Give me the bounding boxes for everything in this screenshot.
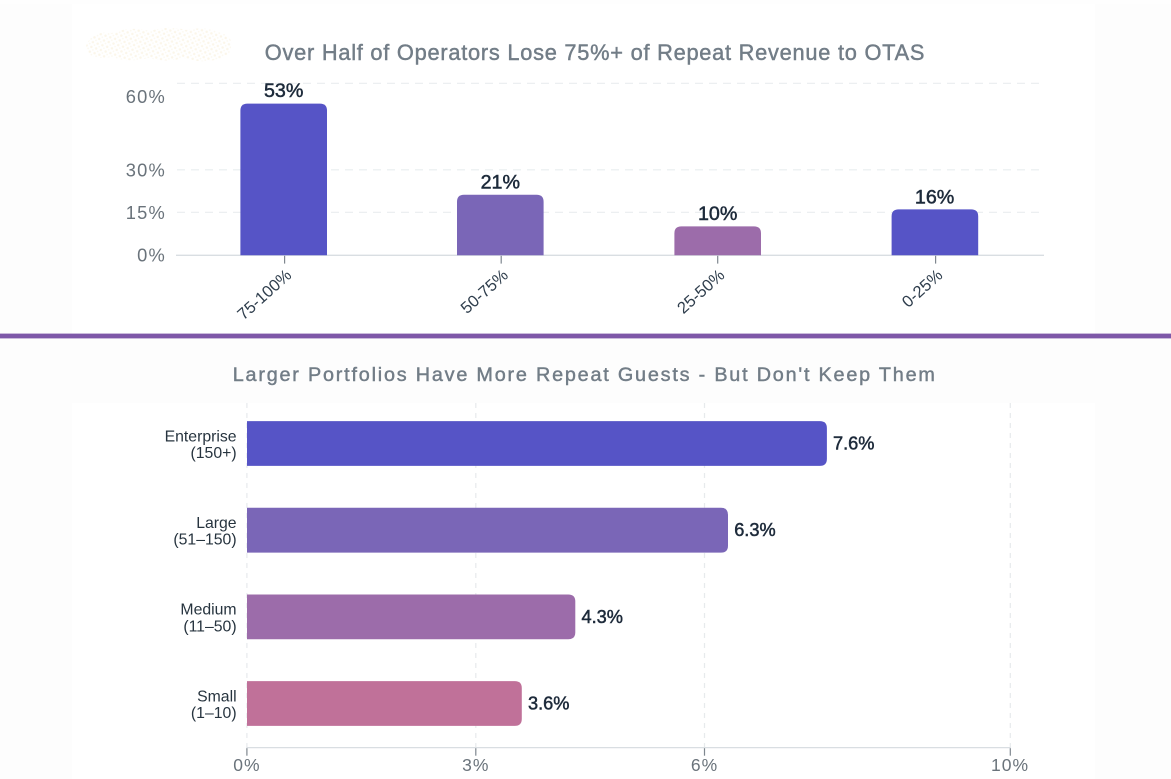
- svg-text:10%: 10%: [698, 203, 737, 225]
- svg-text:30%: 30%: [126, 159, 166, 180]
- svg-text:7.6%: 7.6%: [833, 433, 874, 453]
- svg-text:3%: 3%: [462, 755, 489, 775]
- svg-text:(51–150): (51–150): [173, 532, 236, 549]
- svg-text:Small: Small: [197, 688, 237, 705]
- svg-text:0%: 0%: [233, 755, 260, 775]
- svg-text:Medium: Medium: [180, 602, 236, 619]
- svg-text:10%: 10%: [991, 755, 1029, 775]
- svg-text:16%: 16%: [915, 186, 954, 208]
- svg-text:Over Half of Operators Lose 75: Over Half of Operators Lose 75%+ of Repe…: [265, 40, 925, 65]
- svg-text:0%: 0%: [137, 244, 166, 265]
- svg-text:Enterprise: Enterprise: [165, 428, 237, 445]
- svg-text:60%: 60%: [126, 86, 166, 107]
- svg-text:Large: Large: [196, 515, 237, 532]
- svg-text:(150+): (150+): [190, 445, 236, 462]
- svg-text:Larger Portfolios Have More Re: Larger Portfolios Have More Repeat Guest…: [233, 364, 937, 386]
- svg-text:6%: 6%: [691, 755, 718, 775]
- svg-text:(1–10): (1–10): [191, 705, 237, 722]
- svg-text:6.3%: 6.3%: [734, 520, 775, 540]
- svg-text:3.6%: 3.6%: [528, 694, 569, 714]
- svg-text:21%: 21%: [481, 172, 520, 194]
- svg-text:53%: 53%: [264, 80, 303, 102]
- svg-text:15%: 15%: [126, 202, 166, 223]
- svg-text:(11–50): (11–50): [183, 618, 236, 635]
- svg-text:4.3%: 4.3%: [582, 607, 623, 627]
